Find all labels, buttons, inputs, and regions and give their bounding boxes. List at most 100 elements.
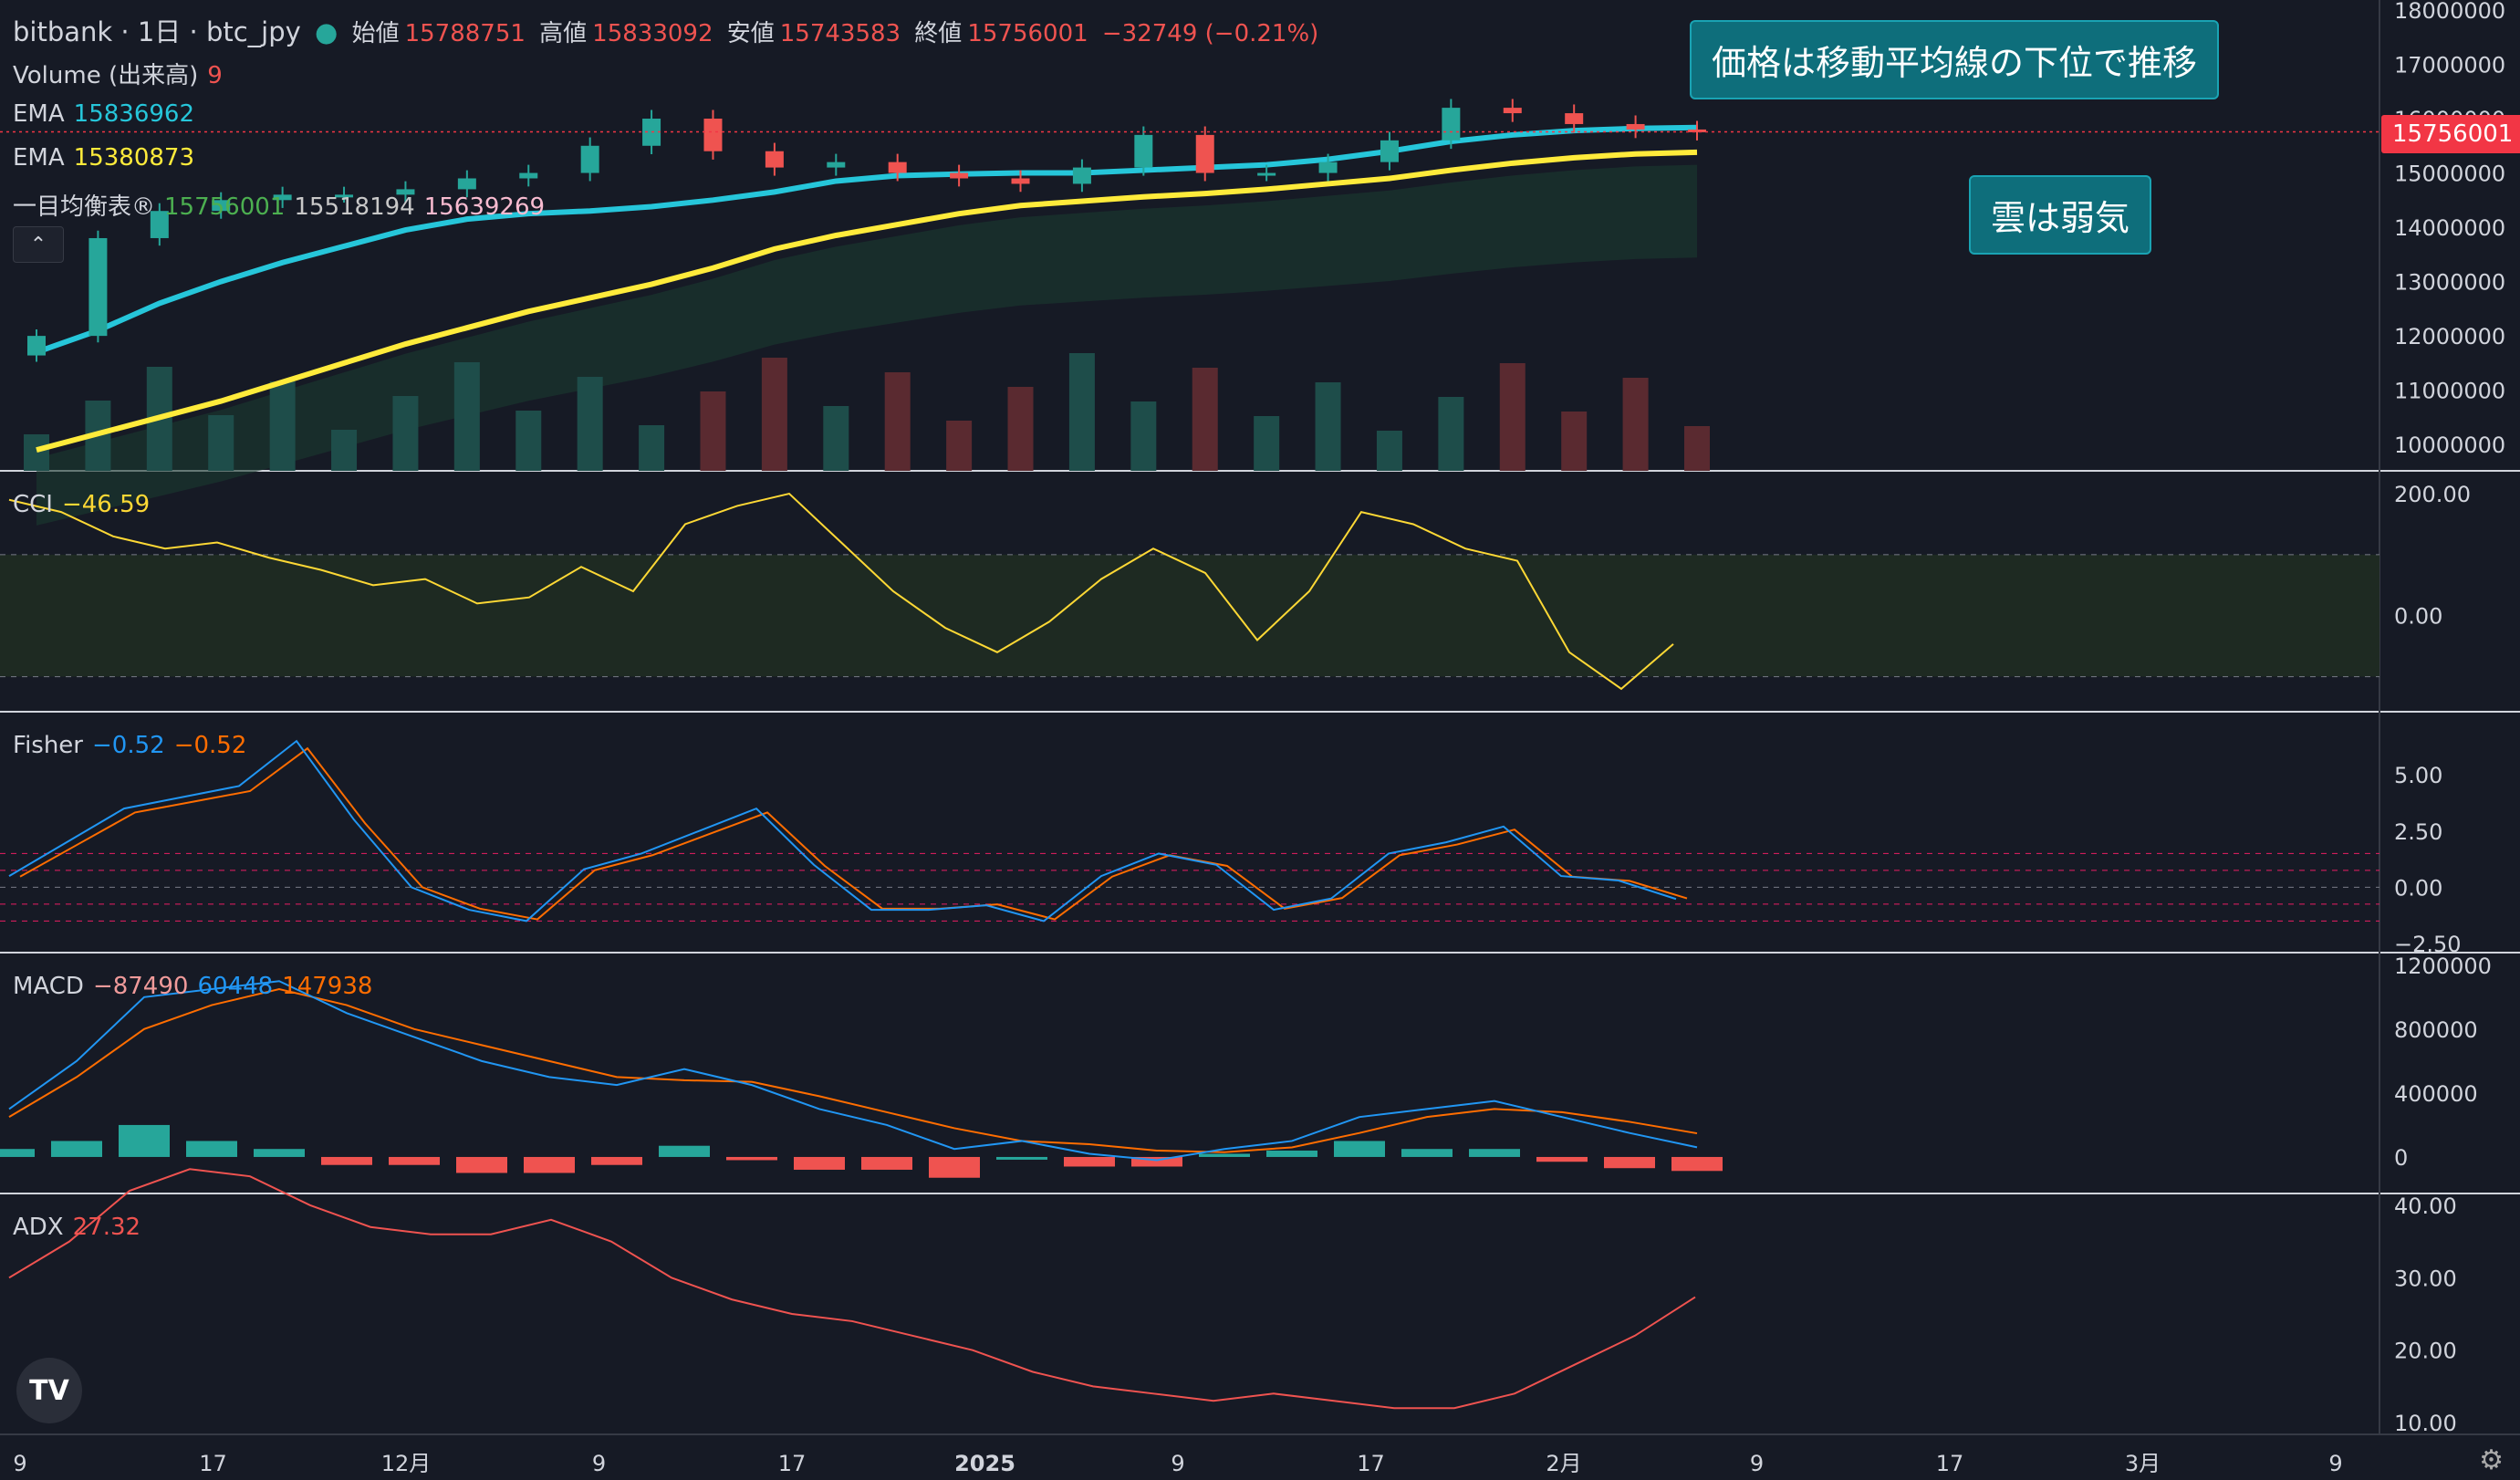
y-tick-label: 800000 bbox=[2394, 1017, 2478, 1043]
ema2-value: 15380873 bbox=[73, 144, 194, 172]
y-tick-label: 10000000 bbox=[2394, 433, 2505, 458]
close-value: 15756001 bbox=[967, 20, 1088, 47]
x-tick-label: 17 bbox=[778, 1451, 807, 1476]
candle-body bbox=[1257, 172, 1276, 176]
ichimoku-value-3: 15639269 bbox=[423, 193, 546, 221]
y-tick-label: 400000 bbox=[2394, 1081, 2478, 1107]
x-tick-label: 2月 bbox=[1546, 1451, 1581, 1476]
macd-histogram-bar bbox=[1064, 1156, 1115, 1167]
callout-cloud-bearish[interactable]: 雲は弱気 bbox=[1969, 175, 2152, 255]
volume-bar bbox=[24, 434, 49, 471]
fisher-label: Fisher bbox=[13, 732, 83, 759]
macd-value-1: −87490 bbox=[92, 973, 189, 1000]
candle-body bbox=[1318, 162, 1338, 173]
ema2-legend[interactable]: EMA 15380873 bbox=[13, 144, 203, 172]
fisher-legend[interactable]: Fisher −0.52 −0.52 bbox=[13, 732, 255, 759]
callout-price-below-ma[interactable]: 価格は移動平均線の下位で推移 bbox=[1690, 20, 2220, 99]
fisher-trigger-line bbox=[19, 746, 1688, 921]
ema1-value: 15836962 bbox=[73, 100, 194, 128]
low-label: 安値 bbox=[726, 20, 775, 47]
volume-bar bbox=[1068, 353, 1095, 471]
fisher-line bbox=[8, 739, 1677, 922]
open-label: 始値 bbox=[351, 20, 400, 47]
candle-body bbox=[457, 178, 476, 190]
collapse-legend-button[interactable]: ⌃ bbox=[13, 226, 64, 263]
macd-histogram-bar bbox=[389, 1156, 440, 1165]
candle-body bbox=[335, 194, 354, 198]
gear-icon[interactable]: ⚙ bbox=[2479, 1444, 2504, 1476]
macd-histogram-bar bbox=[1334, 1141, 1385, 1157]
x-tick-label: 17 bbox=[1936, 1451, 1964, 1476]
macd-histogram-bar bbox=[1671, 1156, 1723, 1172]
macd-histogram-bar bbox=[929, 1156, 980, 1178]
volume-label: Volume (出来高) bbox=[13, 62, 199, 89]
macd-histogram-bar bbox=[456, 1156, 507, 1173]
low-value: 15743583 bbox=[779, 20, 901, 47]
macd-histogram-bar bbox=[726, 1156, 777, 1161]
macd-histogram-bar bbox=[996, 1156, 1047, 1160]
volume-bar bbox=[269, 381, 296, 471]
macd-label: MACD bbox=[13, 973, 84, 1000]
volume-bar bbox=[1376, 431, 1402, 471]
macd-histogram-bar bbox=[254, 1149, 305, 1157]
volume-bar bbox=[946, 421, 973, 471]
macd-line bbox=[8, 980, 1698, 1162]
macd-histogram-bar bbox=[321, 1156, 372, 1165]
x-tick-label: 17 bbox=[1357, 1451, 1385, 1476]
macd-histogram-bar bbox=[186, 1141, 237, 1157]
y-tick-label: 13000000 bbox=[2394, 270, 2505, 296]
ema-slow-line bbox=[36, 149, 1698, 453]
x-tick-label: 9 bbox=[592, 1451, 606, 1476]
macd-histogram-bar bbox=[1536, 1156, 1588, 1162]
y-tick-label: 17000000 bbox=[2394, 52, 2505, 78]
macd-histogram-bar bbox=[119, 1124, 170, 1157]
volume-legend[interactable]: Volume (出来高) 9 bbox=[13, 57, 232, 90]
macd-histogram-bar bbox=[591, 1156, 642, 1165]
ema1-label: EMA bbox=[13, 100, 65, 128]
x-tick-label: 9 bbox=[2328, 1451, 2342, 1476]
candle-body bbox=[888, 162, 907, 173]
chevron-up-icon: ⌃ bbox=[29, 233, 47, 256]
y-tick-label: 12000000 bbox=[2394, 324, 2505, 349]
macd-value-3: 147938 bbox=[282, 973, 373, 1000]
ichimoku-value-1: 15756001 bbox=[164, 193, 286, 221]
macd-histogram-bar bbox=[1469, 1149, 1520, 1157]
y-tick-label: 14000000 bbox=[2394, 215, 2505, 241]
candle-body bbox=[1011, 178, 1030, 184]
last-price-tag: 15756001 bbox=[2381, 115, 2520, 153]
tradingview-logo[interactable]: TV bbox=[16, 1358, 82, 1423]
x-tick-label: 9 bbox=[13, 1451, 26, 1476]
x-tick-label: 9 bbox=[1171, 1451, 1184, 1476]
fisher-value-2: −0.52 bbox=[173, 732, 247, 759]
macd-histogram-bar bbox=[0, 1149, 35, 1157]
volume-bar bbox=[331, 430, 358, 471]
x-tick-label: 17 bbox=[199, 1451, 227, 1476]
y-tick-label: 20.00 bbox=[2394, 1339, 2457, 1364]
ichimoku-label: 一目均衡表® bbox=[13, 193, 156, 221]
volume-bar bbox=[577, 377, 603, 471]
candle-body bbox=[396, 189, 415, 195]
symbol-title[interactable]: bitbank · 1日 · btc_jpy bbox=[13, 16, 301, 47]
cci-band bbox=[0, 554, 2379, 677]
macd-histogram-bar bbox=[1131, 1156, 1182, 1167]
x-tick-label: 3月 bbox=[2125, 1451, 2161, 1476]
status-dot-icon: ● bbox=[315, 16, 338, 47]
y-tick-label: 0.00 bbox=[2394, 604, 2442, 630]
candle-body bbox=[765, 151, 784, 168]
y-tick-label: 18000000 bbox=[2394, 0, 2505, 24]
candle-body bbox=[212, 200, 231, 212]
candle-body bbox=[89, 237, 108, 337]
y-tick-label: 40.00 bbox=[2394, 1193, 2457, 1219]
ichimoku-legend[interactable]: 一目均衡表® 15756001 15518194 15639269 bbox=[13, 188, 554, 222]
macd-legend[interactable]: MACD −87490 60448 147938 bbox=[13, 973, 381, 1000]
volume-bar bbox=[823, 406, 849, 471]
adx-legend[interactable]: ADX 27.32 bbox=[13, 1214, 150, 1241]
volume-bar bbox=[884, 372, 911, 471]
volume-value: 9 bbox=[207, 62, 223, 89]
volume-bar bbox=[1192, 368, 1218, 471]
ema1-legend[interactable]: EMA 15836962 bbox=[13, 100, 203, 128]
cci-legend[interactable]: CCI −46.59 bbox=[13, 491, 159, 518]
macd-histogram-bar bbox=[1266, 1150, 1317, 1157]
volume-bar bbox=[1561, 412, 1588, 471]
